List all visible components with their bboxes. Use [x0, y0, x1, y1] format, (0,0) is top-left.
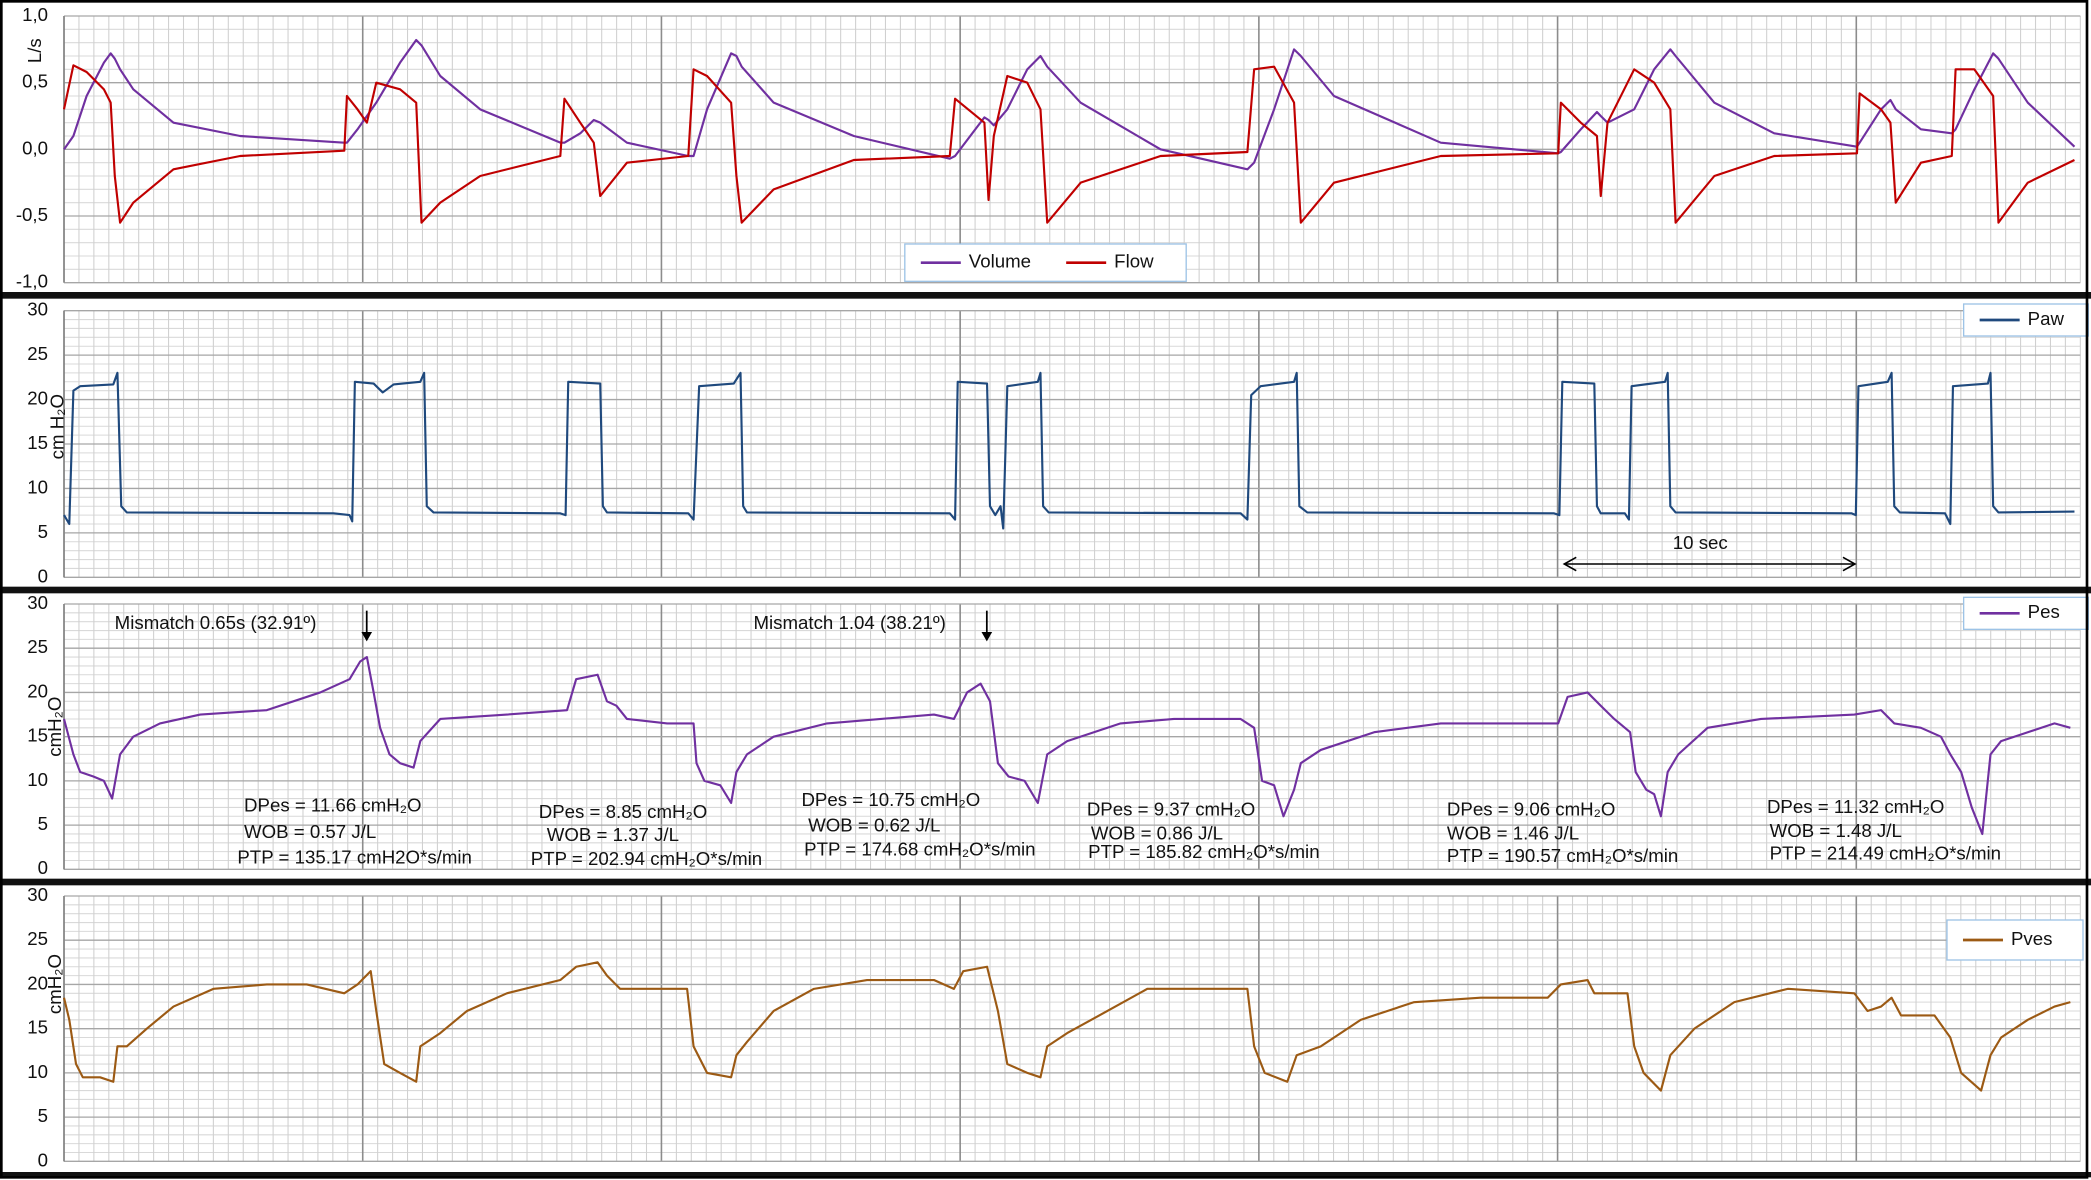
- annotation-arrowhead: [361, 632, 373, 642]
- y-tick-label: 5: [38, 521, 48, 542]
- series-line: [63, 371, 2075, 530]
- series-line: [62, 655, 2071, 836]
- y-tick-label: -0,5: [16, 204, 48, 225]
- annotation: DPes = 10.75 cmH₂O: [801, 789, 980, 810]
- span-arrowhead: [1842, 556, 1857, 572]
- y-tick-label: 25: [27, 343, 48, 364]
- annotation: WOB = 1.37 J/L: [547, 824, 679, 845]
- y-tick-label: 15: [27, 432, 48, 453]
- legend-label: Flow: [1114, 251, 1154, 272]
- annotation: DPes = 8.85 cmH₂O: [539, 801, 707, 822]
- annotation: PTP = 202.94 cmH₂O*s/min: [531, 848, 762, 869]
- series-line: [63, 38, 2076, 171]
- annotation: PTP = 214.49 cmH₂O*s/min: [1770, 843, 2001, 864]
- panel: [1, 885, 2087, 1175]
- y-tick-label: 20: [27, 387, 48, 408]
- y-tick-label: 10: [27, 1061, 48, 1082]
- y-tick-label: 0: [38, 857, 48, 878]
- annotation: PTP = 185.82 cmH₂O*s/min: [1088, 841, 1319, 862]
- span-arrowhead: [1562, 556, 1577, 572]
- annotation: WOB = 0.86 J/L: [1091, 823, 1223, 844]
- annotation: WOB = 1.48 J/L: [1770, 820, 1902, 841]
- y-tick-label: 20: [27, 680, 48, 701]
- annotation: 10 sec: [1673, 532, 1728, 553]
- annotation: Mismatch 0.65s (32.91º): [115, 612, 317, 633]
- y-tick-label: 1,0: [22, 4, 48, 25]
- series-line: [62, 961, 2071, 1092]
- y-tick-label: 25: [27, 928, 48, 949]
- annotation: WOB = 0.62 J/L: [808, 815, 940, 836]
- y-tick-label: 0,0: [22, 137, 48, 158]
- panel-separator: [0, 1172, 2091, 1178]
- annotation: DPes = 11.66 cmH₂O: [244, 795, 421, 816]
- annotation: DPes = 11.32 cmH₂O: [1767, 796, 1944, 817]
- y-tick-label: 10: [27, 476, 48, 497]
- y-tick-label: 0: [38, 1149, 48, 1170]
- y-tick-label: 5: [38, 1105, 48, 1126]
- annotation: PTP = 135.17 cmH2O*s/min: [237, 847, 472, 868]
- y-tick-label: 0: [38, 565, 48, 586]
- annotation: WOB = 1.46 J/L: [1447, 823, 1579, 844]
- y-tick-label: 5: [38, 813, 48, 834]
- y-tick-label: 15: [27, 725, 48, 746]
- y-axis-label: cmH₂O: [44, 954, 65, 1014]
- annotation: DPes = 9.06 cmH₂O: [1447, 799, 1615, 820]
- y-tick-label: 0,5: [22, 71, 48, 92]
- annotation: DPes = 9.37 cmH₂O: [1087, 799, 1255, 820]
- y-tick-label: 30: [27, 299, 48, 320]
- annotation: Mismatch 1.04 (38.21º): [753, 612, 945, 633]
- y-tick-label: 30: [27, 884, 48, 905]
- y-axis-label: cmH₂O: [44, 697, 65, 757]
- panel-separator: [0, 878, 2091, 886]
- y-tick-label: 15: [27, 1017, 48, 1038]
- y-axis-label: cm H₂O: [47, 394, 68, 459]
- panel-separator: [0, 292, 2091, 299]
- legend-label: Volume: [969, 251, 1031, 272]
- y-tick-label: 30: [27, 592, 48, 613]
- series-line: [62, 64, 2075, 224]
- annotation: PTP = 190.57 cmH₂O*s/min: [1447, 845, 1678, 866]
- legend-label: Pves: [2011, 928, 2052, 949]
- legend-label: Pes: [2028, 601, 2060, 622]
- y-tick-label: 10: [27, 769, 48, 790]
- annotation: WOB = 0.57 J/L: [244, 821, 376, 842]
- y-tick-label: 20: [27, 972, 48, 993]
- panel-separator: [0, 586, 2091, 594]
- y-tick-label: 25: [27, 636, 48, 657]
- legend-label: Paw: [2028, 308, 2065, 329]
- y-axis-label: L/s: [24, 38, 45, 63]
- annotation-arrowhead: [981, 632, 993, 642]
- y-tick-label: -1,0: [16, 271, 48, 292]
- annotation: PTP = 174.68 cmH₂O*s/min: [804, 839, 1035, 860]
